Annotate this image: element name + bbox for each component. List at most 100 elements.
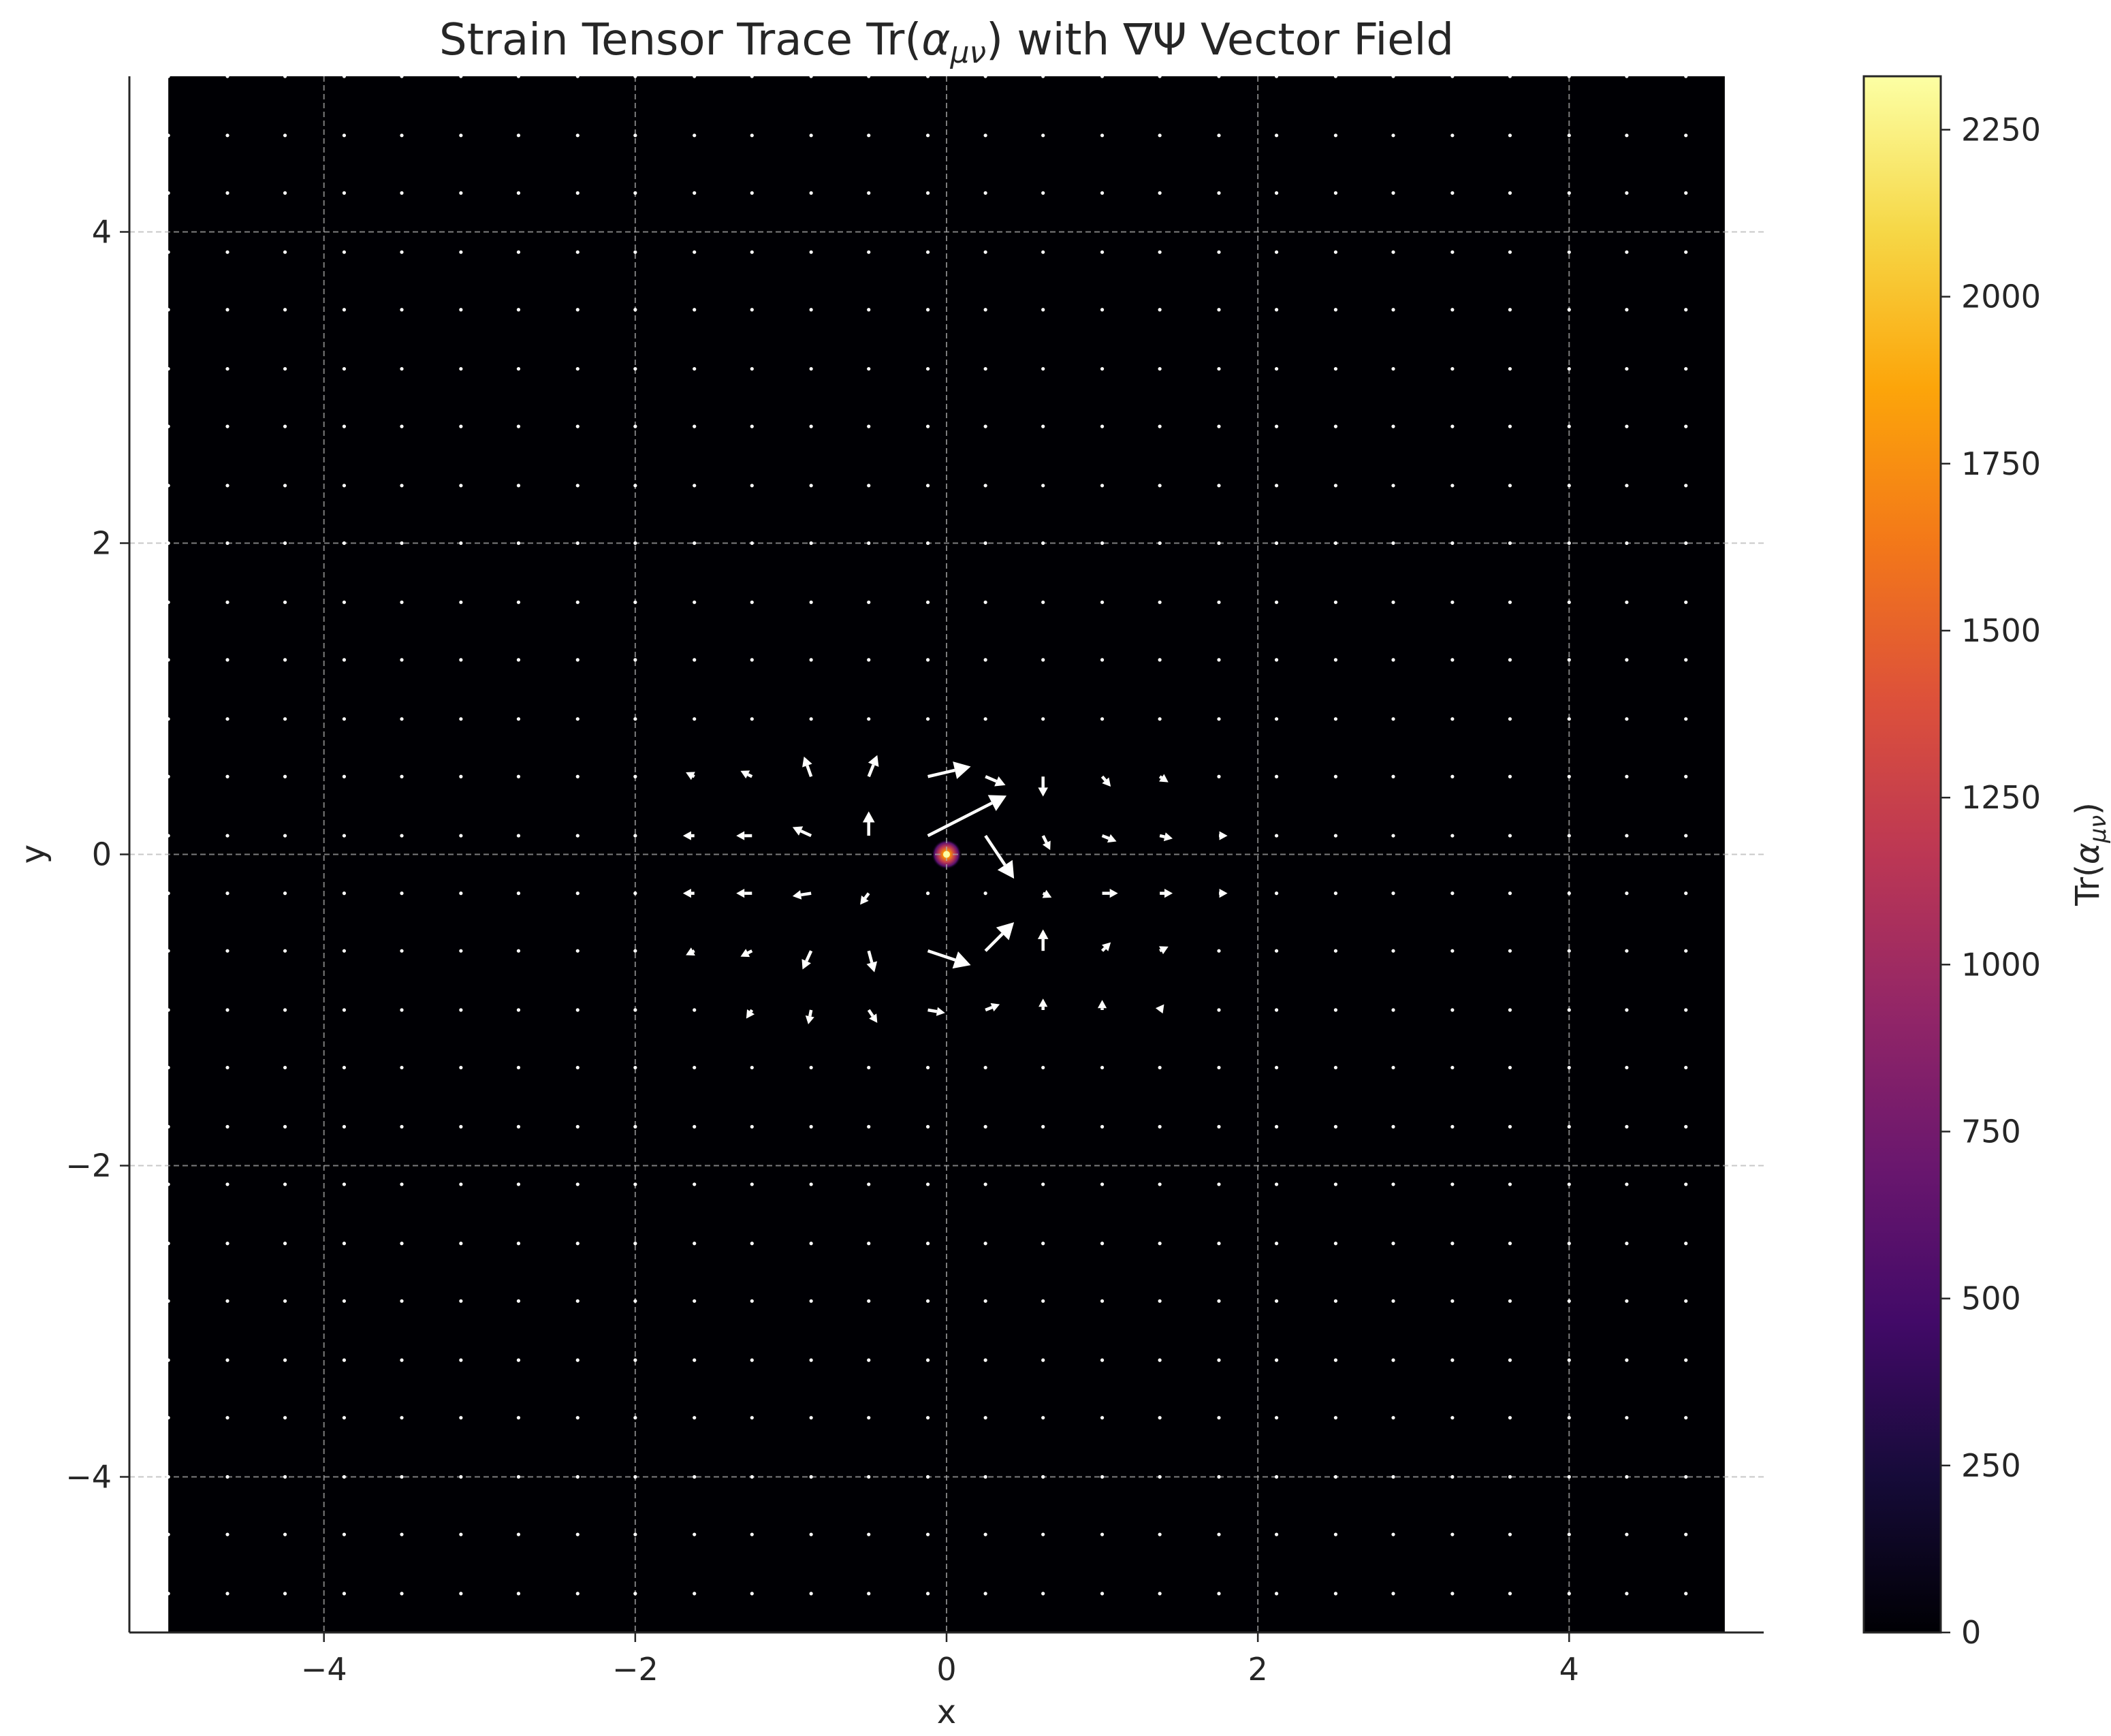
vector-arrow: [225, 1065, 229, 1070]
vector-arrow: [750, 191, 754, 195]
vector-arrow: [400, 424, 404, 428]
y-tick-label: 0: [92, 836, 112, 873]
vector-arrow: [809, 366, 813, 371]
vector-arrow: [1274, 76, 1279, 78]
y-tick-label: 4: [92, 214, 112, 251]
vector-arrow: [983, 600, 987, 604]
vector-arrow: [575, 191, 580, 195]
vector-arrow: [809, 1065, 813, 1070]
vector-arrow: [342, 250, 347, 254]
vector-arrow: [809, 133, 813, 138]
vector-arrow: [1274, 424, 1279, 428]
vector-arrow: [1041, 133, 1045, 138]
x-axis-label: x: [937, 1693, 956, 1731]
vector-arrow: [166, 949, 170, 953]
vector-arrow: [1625, 76, 1629, 78]
vector-arrow: [1684, 949, 1688, 953]
vector-arrow: [1567, 774, 1571, 778]
vector-arrow: [1274, 133, 1279, 138]
vector-arrow: [925, 1592, 930, 1596]
vector-arrow: [693, 191, 697, 195]
vector-arrow: [983, 541, 987, 546]
vector-arrow: [867, 658, 871, 662]
vector-arrow: [1041, 835, 1051, 851]
vector-arrow: [516, 541, 521, 546]
vector-arrow: [1158, 658, 1162, 662]
vector-arrow: [1684, 1008, 1688, 1012]
vector-arrow: [682, 831, 695, 840]
vector-arrow: [1625, 1358, 1629, 1362]
vector-arrow: [1450, 191, 1455, 195]
vector-arrow: [1508, 1242, 1512, 1246]
vector-arrow: [516, 76, 521, 78]
vector-arrow: [575, 1532, 580, 1536]
vector-arrow: [1100, 775, 1111, 787]
vector-arrow: [1450, 366, 1455, 371]
vector-arrow: [342, 1008, 347, 1012]
vector-arrow: [342, 133, 347, 138]
vector-arrow: [283, 658, 287, 662]
vector-arrow: [1450, 308, 1455, 312]
vector-arrow: [1391, 658, 1395, 662]
vector-arrow: [682, 889, 695, 898]
vector-arrow: [1508, 834, 1512, 838]
vector-arrow: [925, 308, 930, 312]
vector-arrow: [633, 191, 637, 195]
vector-arrow: [1625, 774, 1629, 778]
vector-arrow: [792, 826, 812, 838]
vector-arrow: [867, 424, 871, 428]
vector-arrow: [575, 1124, 580, 1129]
vector-arrow: [1508, 484, 1512, 488]
vector-arrow: [1217, 424, 1221, 428]
vector-arrow: [1217, 1242, 1221, 1246]
x-axis-ticks: −4 −2 0 2 4: [301, 1632, 1579, 1688]
vector-arrow: [1274, 1242, 1279, 1246]
colorbar-tick-label: 0: [1961, 1614, 1981, 1651]
vector-arrow: [633, 366, 637, 371]
vector-arrow: [867, 1242, 871, 1246]
vector-arrow: [1625, 250, 1629, 254]
vector-arrow: [1333, 250, 1338, 254]
vector-arrow: [166, 1008, 170, 1012]
vector-arrow: [1450, 1008, 1455, 1012]
vector-arrow: [283, 1242, 287, 1246]
vector-arrow: [166, 133, 170, 138]
vector-arrow: [1158, 1299, 1162, 1303]
vector-arrow: [516, 774, 521, 778]
vector-arrow: [1391, 949, 1395, 953]
vector-arrow: [400, 366, 404, 371]
vector-arrow: [1158, 484, 1162, 488]
vector-arrow: [1391, 1358, 1395, 1362]
vector-arrow: [1625, 1242, 1629, 1246]
vector-arrow: [1391, 1416, 1395, 1420]
vector-arrow: [400, 834, 404, 838]
vector-arrow: [925, 250, 930, 254]
vector-arrow: [750, 1242, 754, 1246]
vector-arrow: [1217, 774, 1221, 778]
vector-arrow: [400, 891, 404, 896]
vector-arrow: [1333, 191, 1338, 195]
vector-arrow: [342, 1065, 347, 1070]
vector-arrow: [283, 541, 287, 546]
vector-arrow: [342, 600, 347, 604]
vector-arrow: [1158, 250, 1162, 254]
vector-arrow: [925, 424, 930, 428]
vector-arrow: [1217, 308, 1221, 312]
vector-arrow: [1450, 717, 1455, 721]
vector-arrow: [693, 76, 697, 78]
vector-arrow: [740, 949, 753, 958]
vector-arrow: [746, 1009, 755, 1019]
vector-arrow: [1508, 658, 1512, 662]
vector-arrow: [1684, 717, 1688, 721]
vector-arrow: [166, 1416, 170, 1420]
vector-arrow: [1625, 1065, 1629, 1070]
vector-arrow: [633, 484, 637, 488]
vector-arrow: [1217, 1008, 1221, 1012]
vector-arrow: [1100, 250, 1105, 254]
vector-arrow: [983, 484, 987, 488]
vector-arrow: [400, 1065, 404, 1070]
vector-arrow: [1041, 1474, 1045, 1479]
vector-arrow: [1100, 1182, 1105, 1186]
vector-arrow: [166, 658, 170, 662]
vector-arrow: [459, 1358, 463, 1362]
